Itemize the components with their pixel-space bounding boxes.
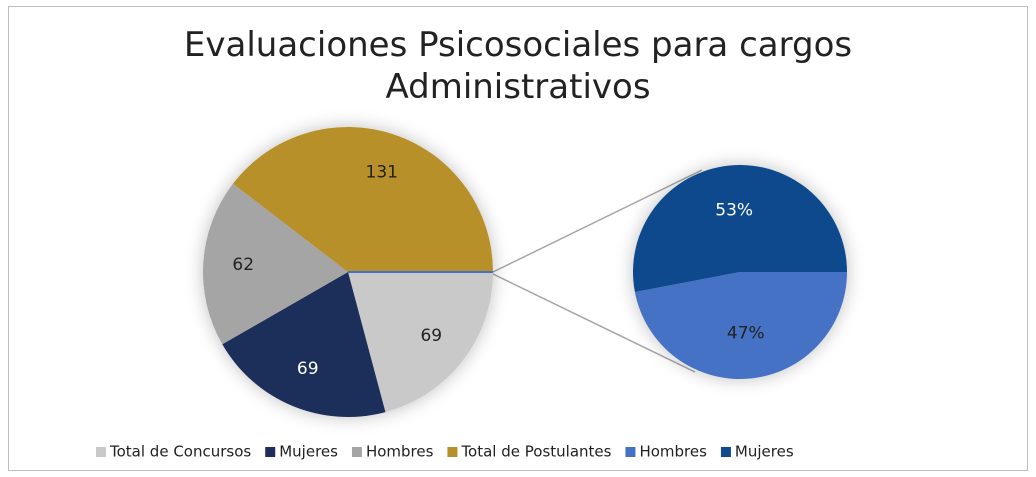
legend-label: Hombres — [366, 443, 434, 461]
labels: 69 69 62 131 47% 53% — [232, 163, 764, 379]
legend-swatch — [625, 447, 636, 457]
pie-slice — [222, 272, 386, 418]
pie-slice — [232, 126, 493, 272]
data-label: 69 — [297, 359, 319, 379]
legend-label: Hombres — [639, 443, 707, 461]
data-label: 47% — [727, 324, 765, 344]
legend-swatch — [447, 447, 458, 457]
data-label: 62 — [232, 255, 254, 275]
legend-swatch — [96, 447, 106, 457]
legend-swatch — [720, 447, 731, 457]
chart-title: Evaluaciones Psicosociales para cargos A… — [183, 25, 853, 107]
legend-swatch — [265, 447, 276, 457]
connector-line — [492, 169, 703, 273]
pie-slice — [634, 272, 847, 380]
pie-slice — [203, 183, 348, 345]
pie-slice — [348, 272, 493, 413]
main-pie — [203, 126, 493, 418]
chart-frame — [8, 6, 1028, 471]
legend-swatch — [351, 447, 362, 457]
pie-slice — [633, 165, 847, 293]
legend: Total de Concursos Mujeres Hombres Total de… — [96, 443, 794, 461]
legend-label: Total de Concursos — [109, 443, 251, 461]
data-label: 131 — [366, 163, 398, 183]
data-label: 53% — [715, 200, 753, 220]
legend-label: Total de Postulantes — [460, 443, 611, 461]
data-label: 69 — [420, 326, 442, 346]
connector-line — [492, 273, 696, 373]
legend-label: Mujeres — [279, 443, 338, 461]
legend-label: Mujeres — [735, 443, 794, 461]
secondary-pie — [633, 165, 847, 380]
